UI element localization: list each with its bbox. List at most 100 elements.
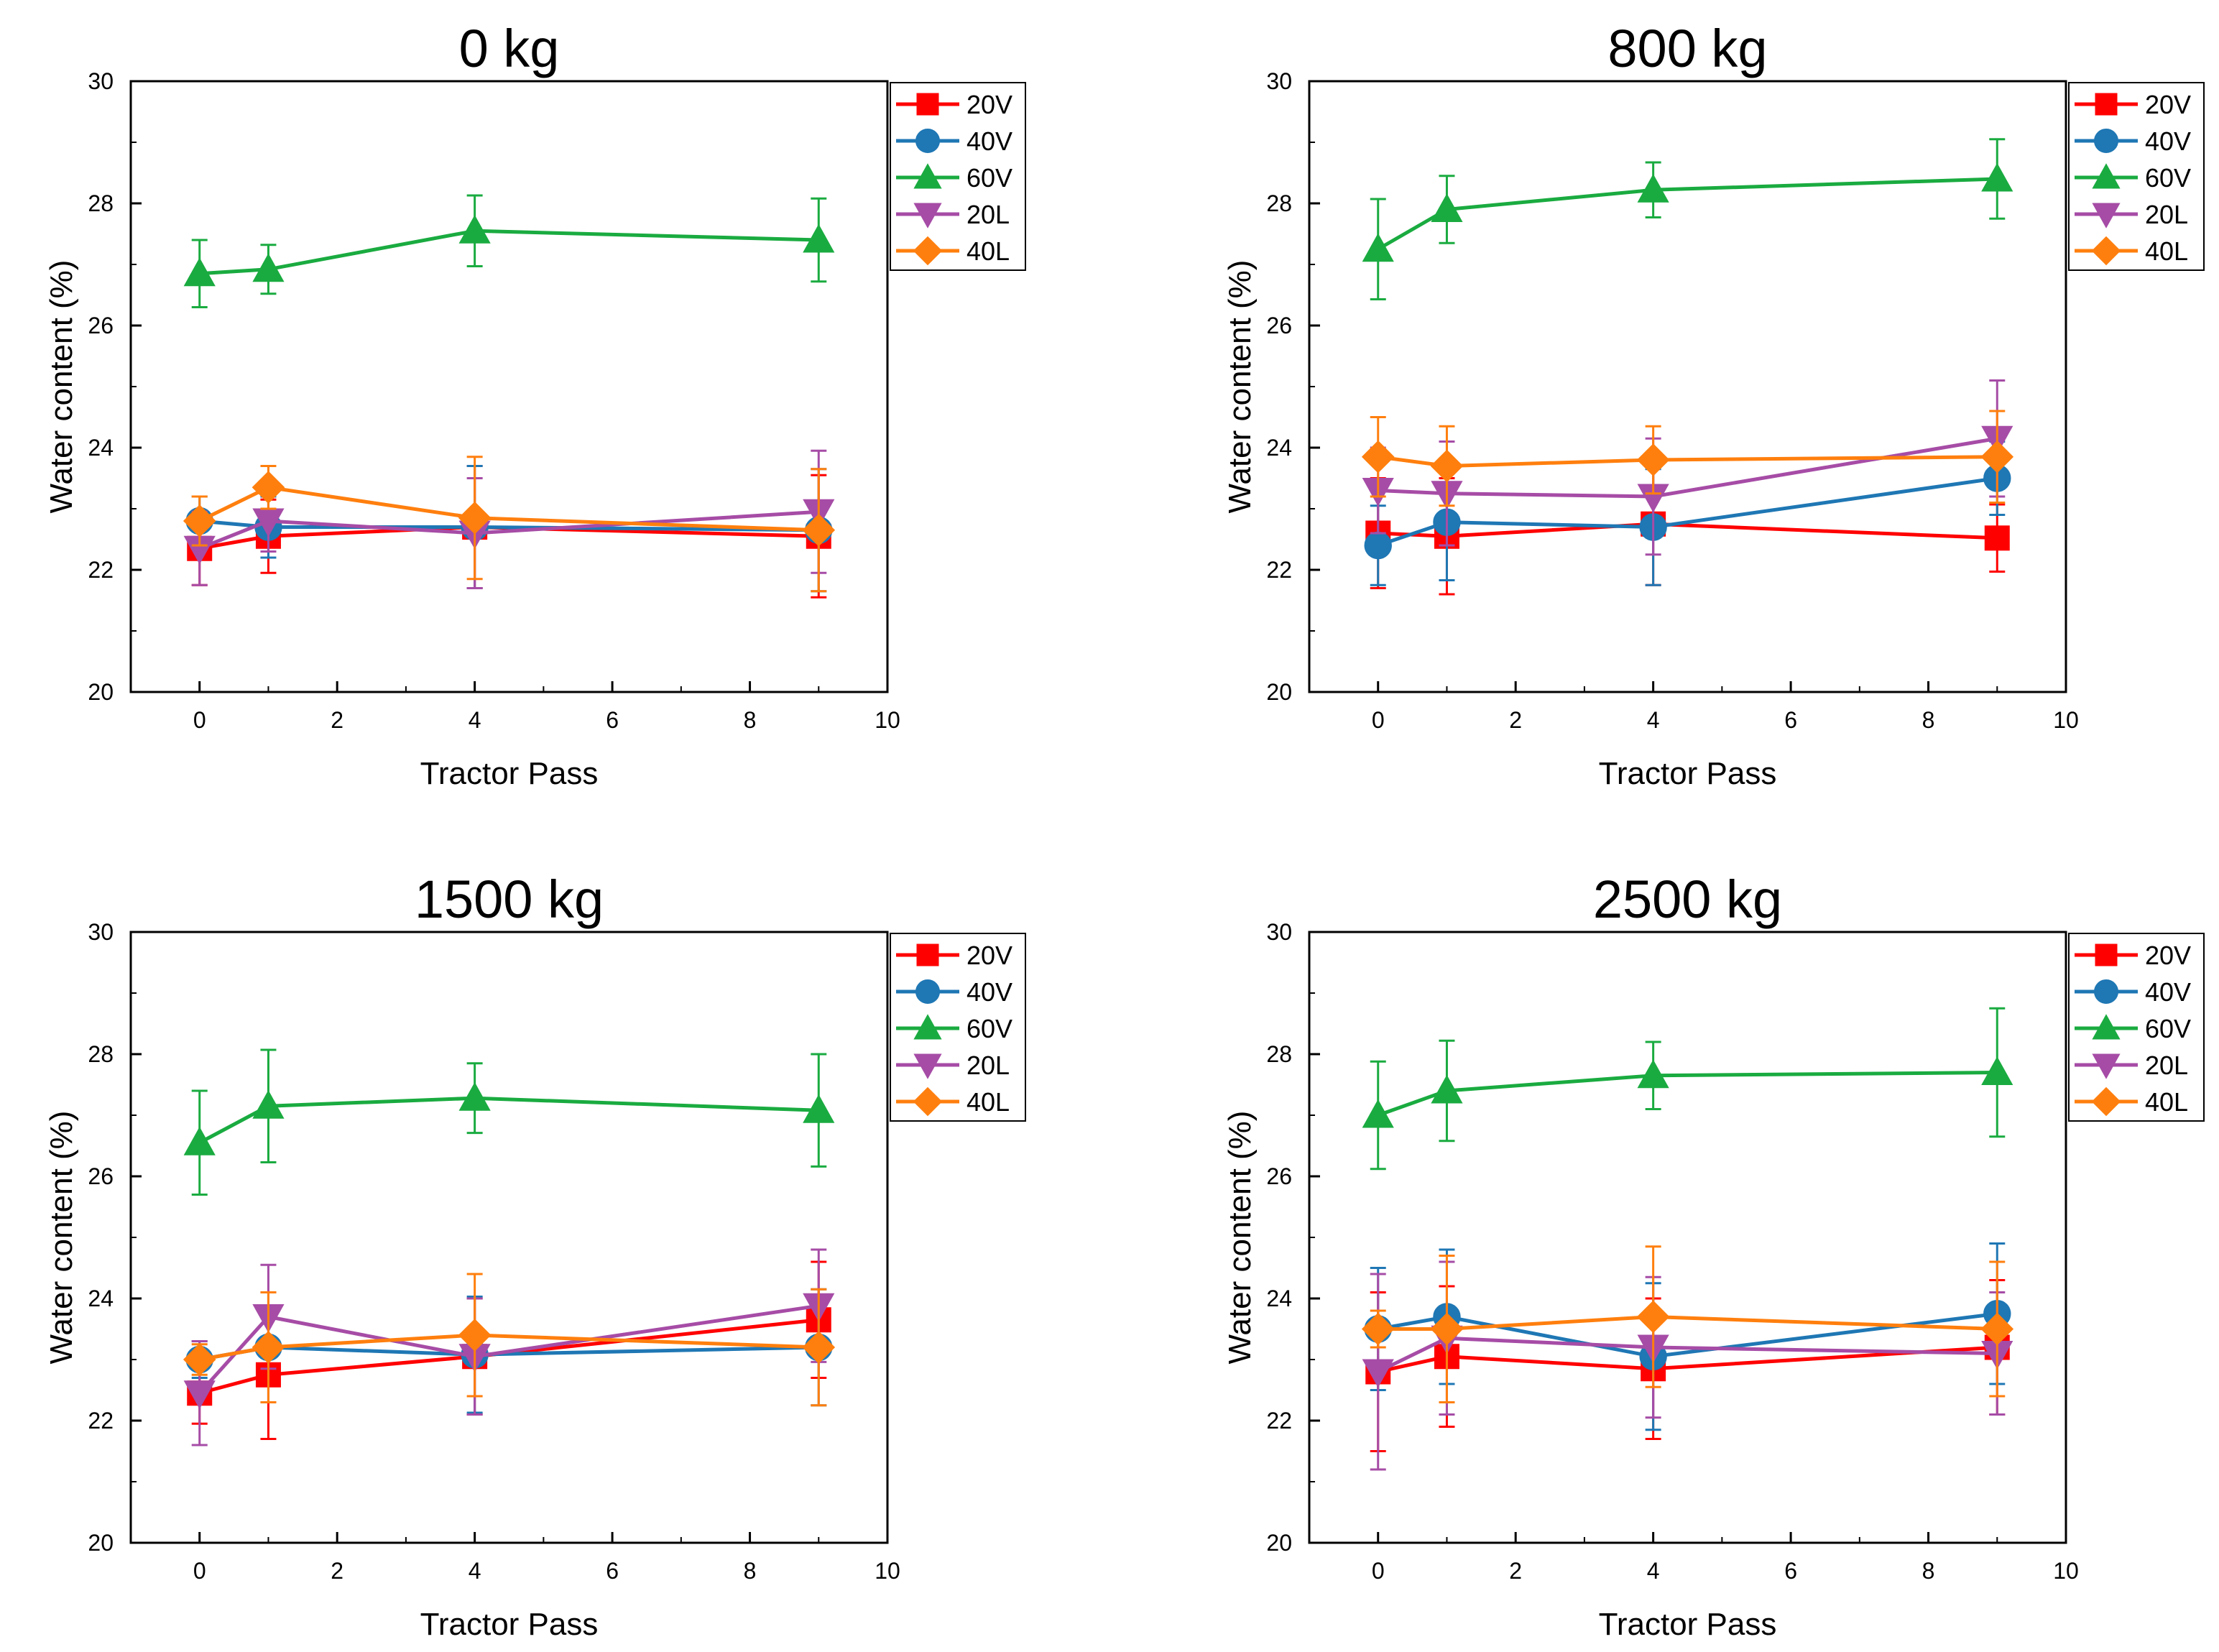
legend-marker-40V (2094, 129, 2118, 153)
legend-label: 40L (2145, 236, 2188, 266)
legend: 20V 40V 60V 20L 40L (2068, 933, 2205, 1122)
legend-label: 20V (2145, 941, 2191, 970)
legend-marker-20V (2095, 943, 2118, 966)
data-point-40L (802, 1331, 836, 1364)
series-line-40V (1377, 476, 1998, 548)
y-tick-label: 24 (1266, 1286, 1292, 1311)
data-point-40L (252, 471, 285, 504)
legend-marker-60V (913, 1014, 942, 1040)
y-tick-label: 24 (1266, 435, 1292, 461)
x-tick-label: 0 (193, 707, 206, 733)
legend: 20V 40V 60V 20L 40L (2068, 82, 2205, 271)
data-point-60V (458, 1081, 491, 1111)
data-point-60V (803, 223, 835, 253)
series-60V (1362, 138, 2013, 300)
data-point-60V (1362, 1099, 1394, 1128)
series-line-40L (198, 485, 819, 532)
legend-label: 20V (967, 90, 1012, 119)
y-tick-label: 20 (88, 1530, 114, 1556)
legend-marker-20V (916, 943, 939, 966)
legend-label: 20L (967, 200, 1010, 229)
x-tick-label: 6 (606, 707, 619, 733)
y-tick-label: 28 (88, 1041, 114, 1067)
data-point-40L (458, 1319, 492, 1352)
legend-marker-20V (2095, 93, 2118, 116)
y-tick-label: 26 (88, 313, 114, 338)
x-axis-label: Tractor Pass (420, 756, 599, 791)
data-point-60V (1431, 193, 1463, 222)
data-point-60V (458, 214, 491, 244)
legend-marker-20L (913, 203, 942, 229)
x-tick-label: 6 (606, 1558, 619, 1584)
y-tick-label: 22 (1266, 1408, 1292, 1434)
legend: 20V 40V 60V 20L 40L (890, 933, 1026, 1122)
data-point-60V (1637, 1059, 1669, 1089)
chart-title: 1500 kg (415, 869, 604, 929)
legend: 20V 40V 60V 20L 40L (890, 82, 1026, 271)
y-tick-label: 26 (88, 1163, 114, 1189)
legend-marker-20L (2092, 1053, 2121, 1079)
legend-marker-40V (2094, 979, 2118, 1004)
series-line-40L (199, 1333, 819, 1362)
legend-label: 60V (967, 1014, 1012, 1043)
y-tick-label: 22 (88, 557, 114, 583)
y-tick-label: 20 (88, 679, 114, 705)
legend-marker-40L (2091, 1086, 2121, 1117)
data-point-20V (1984, 525, 2010, 551)
data-point-40L (1980, 440, 2014, 474)
y-tick-label: 28 (88, 190, 114, 216)
x-tick-label: 2 (331, 1558, 343, 1584)
y-tick-label: 20 (1266, 679, 1292, 705)
x-tick-label: 10 (2053, 1558, 2079, 1584)
series-60V (183, 1048, 835, 1196)
data-point-60V (1981, 162, 2013, 192)
y-tick-label: 22 (88, 1408, 114, 1434)
x-tick-label: 8 (1922, 1558, 1935, 1584)
series-line-20L (1377, 1336, 1998, 1374)
legend-marker-60V (2092, 163, 2121, 189)
series-line-60V (199, 229, 819, 276)
series-line-60V (198, 1096, 819, 1145)
x-tick-label: 4 (469, 707, 481, 733)
data-point-20L (183, 1380, 216, 1410)
data-point-40L (1430, 1312, 1464, 1346)
y-tick-label: 30 (1266, 68, 1292, 94)
x-axis-label: Tractor Pass (1599, 756, 1777, 791)
legend-marker-40L (2091, 236, 2121, 266)
series-40L (183, 1273, 836, 1407)
series-40L (1361, 1245, 2014, 1403)
x-tick-label: 8 (744, 1558, 757, 1584)
legend-label: 40V (2145, 977, 2191, 1007)
legend-marker-60V (913, 163, 942, 189)
legend-label: 20V (2145, 90, 2191, 119)
y-tick-label: 24 (88, 435, 114, 461)
y-tick-label: 28 (1266, 190, 1292, 216)
x-tick-label: 10 (875, 1558, 900, 1584)
chart-title: 0 kg (459, 19, 560, 78)
x-tick-label: 4 (1647, 707, 1660, 733)
data-point-40L (1636, 443, 1670, 476)
legend-label: 20L (2145, 1051, 2188, 1080)
y-tick-label: 24 (88, 1286, 114, 1311)
legend-marker-40L (913, 1086, 943, 1117)
data-point-40L (1361, 440, 1395, 474)
x-tick-label: 10 (2053, 707, 2079, 733)
chart-title: 800 kg (1607, 19, 1767, 78)
series-line-60V (1377, 1071, 1998, 1117)
series-line-60V (1377, 177, 1998, 251)
x-tick-label: 4 (469, 1558, 481, 1584)
data-point-60V (252, 253, 285, 282)
x-tick-label: 6 (1784, 707, 1797, 733)
series-line-20V (1378, 1345, 1998, 1374)
legend-label: 40V (967, 977, 1012, 1007)
legend-label: 40L (2145, 1087, 2188, 1117)
y-tick-label: 20 (1266, 1530, 1292, 1556)
legend-label: 20L (2145, 200, 2188, 229)
x-axis-label: Tractor Pass (420, 1607, 599, 1642)
legend-label: 60V (2145, 1014, 2191, 1043)
